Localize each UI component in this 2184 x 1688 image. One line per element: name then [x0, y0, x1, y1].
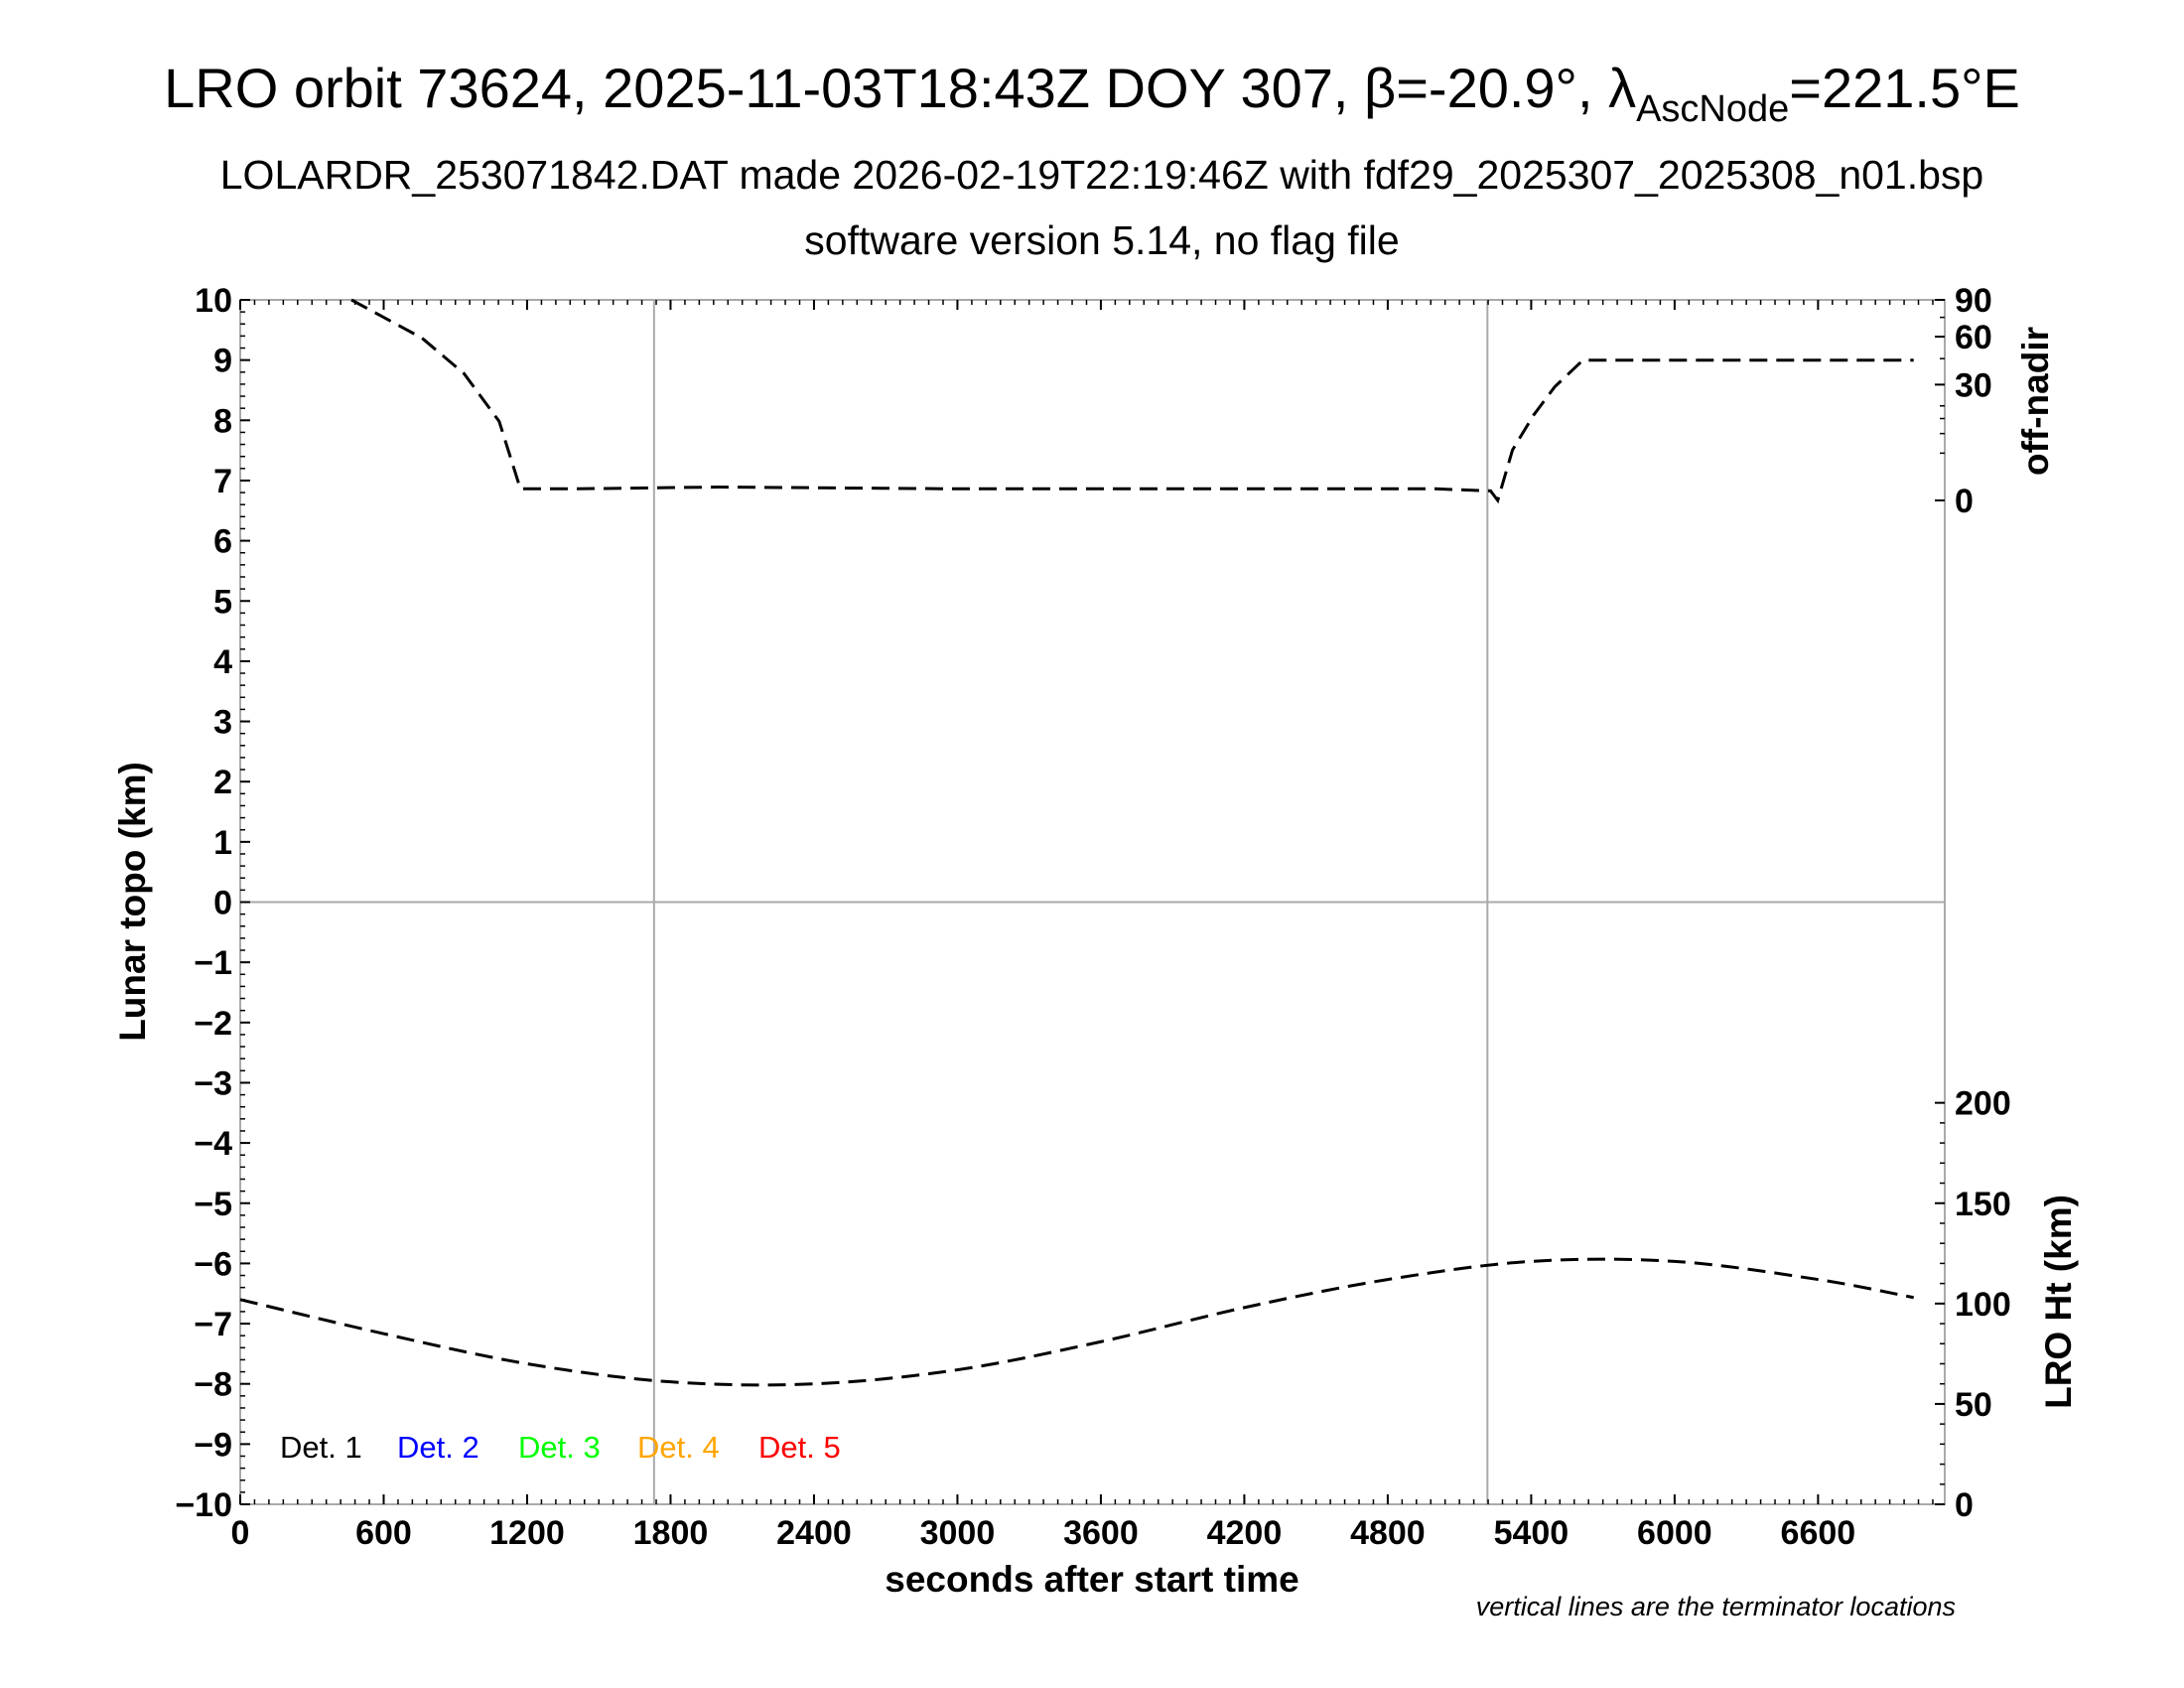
chart-subtitle-2: software version 5.14, no flag file — [804, 217, 1399, 263]
offnadir-tick-label: 30 — [1955, 366, 1992, 404]
y-tick-label: 0 — [213, 885, 232, 922]
y-tick-label: 9 — [213, 343, 232, 380]
lro-ht-tick-label: 50 — [1955, 1386, 1992, 1424]
x-tick-label: 4200 — [1207, 1514, 1283, 1552]
ticks: 0 600 1200 1800 2400 3000 3600 4200 4800 5400 6000… — [175, 282, 2010, 1552]
lro-ht-line — [239, 1257, 1914, 1387]
y-tick-label: 10 — [195, 282, 232, 320]
x-tick-label: 600 — [355, 1514, 412, 1552]
y-tick-label: −10 — [175, 1486, 232, 1524]
x-tick-label: 4800 — [1350, 1514, 1426, 1552]
lro-ht-tick-label: 150 — [1955, 1186, 2011, 1223]
x-tick-label: 3000 — [920, 1514, 996, 1552]
y-tick-label: −7 — [194, 1306, 232, 1343]
offnadir-line — [350, 298, 1914, 504]
legend-item-det-5: Det. 5 — [758, 1430, 841, 1465]
legend: Det. 1 Det. 2 Det. 3 Det. 4 Det. 5 — [280, 1430, 841, 1465]
y-tick-label: 1 — [213, 824, 232, 862]
y-tick-label: 7 — [213, 463, 232, 500]
offnadir-tick-label: 60 — [1955, 319, 1992, 356]
legend-item-det-1: Det. 1 — [280, 1430, 362, 1465]
chart-subtitle: LOLARDR_253071842.DAT made 2026-02-19T22… — [220, 152, 1983, 198]
chart-title: LRO orbit 73624, 2025-11-03T18:43Z DOY 3… — [164, 57, 2020, 130]
y-tick-label: −5 — [194, 1186, 232, 1223]
y-tick-label: 4 — [213, 643, 232, 681]
y-tick-label: −3 — [194, 1064, 232, 1102]
terminator-note: vertical lines are the terminator locati… — [1476, 1592, 1956, 1621]
lro-ht-tick-label: 100 — [1955, 1286, 2011, 1324]
lro-ht-tick-label: 0 — [1955, 1486, 1974, 1524]
x-tick-label: 1800 — [633, 1514, 709, 1552]
grid — [240, 300, 1945, 1504]
legend-item-det-4: Det. 4 — [637, 1430, 720, 1465]
legend-item-det-3: Det. 3 — [518, 1430, 601, 1465]
y-tick-label: 5 — [213, 583, 232, 621]
x-tick-label: 3600 — [1063, 1514, 1139, 1552]
lro-ht-tick-label: 200 — [1955, 1085, 2011, 1123]
offnadir-tick-label: 90 — [1955, 282, 1992, 320]
x-tick-label: 1200 — [489, 1514, 565, 1552]
y-tick-label: 3 — [213, 704, 232, 742]
y-tick-label: −6 — [194, 1245, 232, 1283]
legend-item-det-2: Det. 2 — [397, 1430, 479, 1465]
series — [239, 298, 1914, 1387]
y-tick-label: −8 — [194, 1366, 232, 1404]
title-subscript: AscNode — [1636, 88, 1789, 130]
x-tick-label: 6600 — [1781, 1514, 1856, 1552]
y-tick-label: −2 — [194, 1005, 232, 1043]
y-tick-label: −4 — [194, 1125, 232, 1163]
x-tick-label: 2400 — [776, 1514, 852, 1552]
x-axis-title: seconds after start time — [885, 1559, 1298, 1600]
x-tick-label: 0 — [231, 1514, 250, 1552]
y-axis-title: Lunar topo (km) — [112, 762, 153, 1042]
x-tick-label: 5400 — [1494, 1514, 1570, 1552]
y-tick-label: −1 — [194, 944, 232, 982]
y-tick-label: 8 — [213, 402, 232, 440]
offnadir-tick-label: 0 — [1955, 483, 1974, 520]
y-tick-label: 6 — [213, 523, 232, 561]
y-tick-label: 2 — [213, 764, 232, 801]
y2-axis-title-offnadir: off-nadir — [2015, 327, 2056, 476]
y-tick-label: −9 — [194, 1426, 232, 1464]
y2-axis-title-lro-ht: LRO Ht (km) — [2038, 1195, 2079, 1409]
x-tick-label: 6000 — [1637, 1514, 1712, 1552]
